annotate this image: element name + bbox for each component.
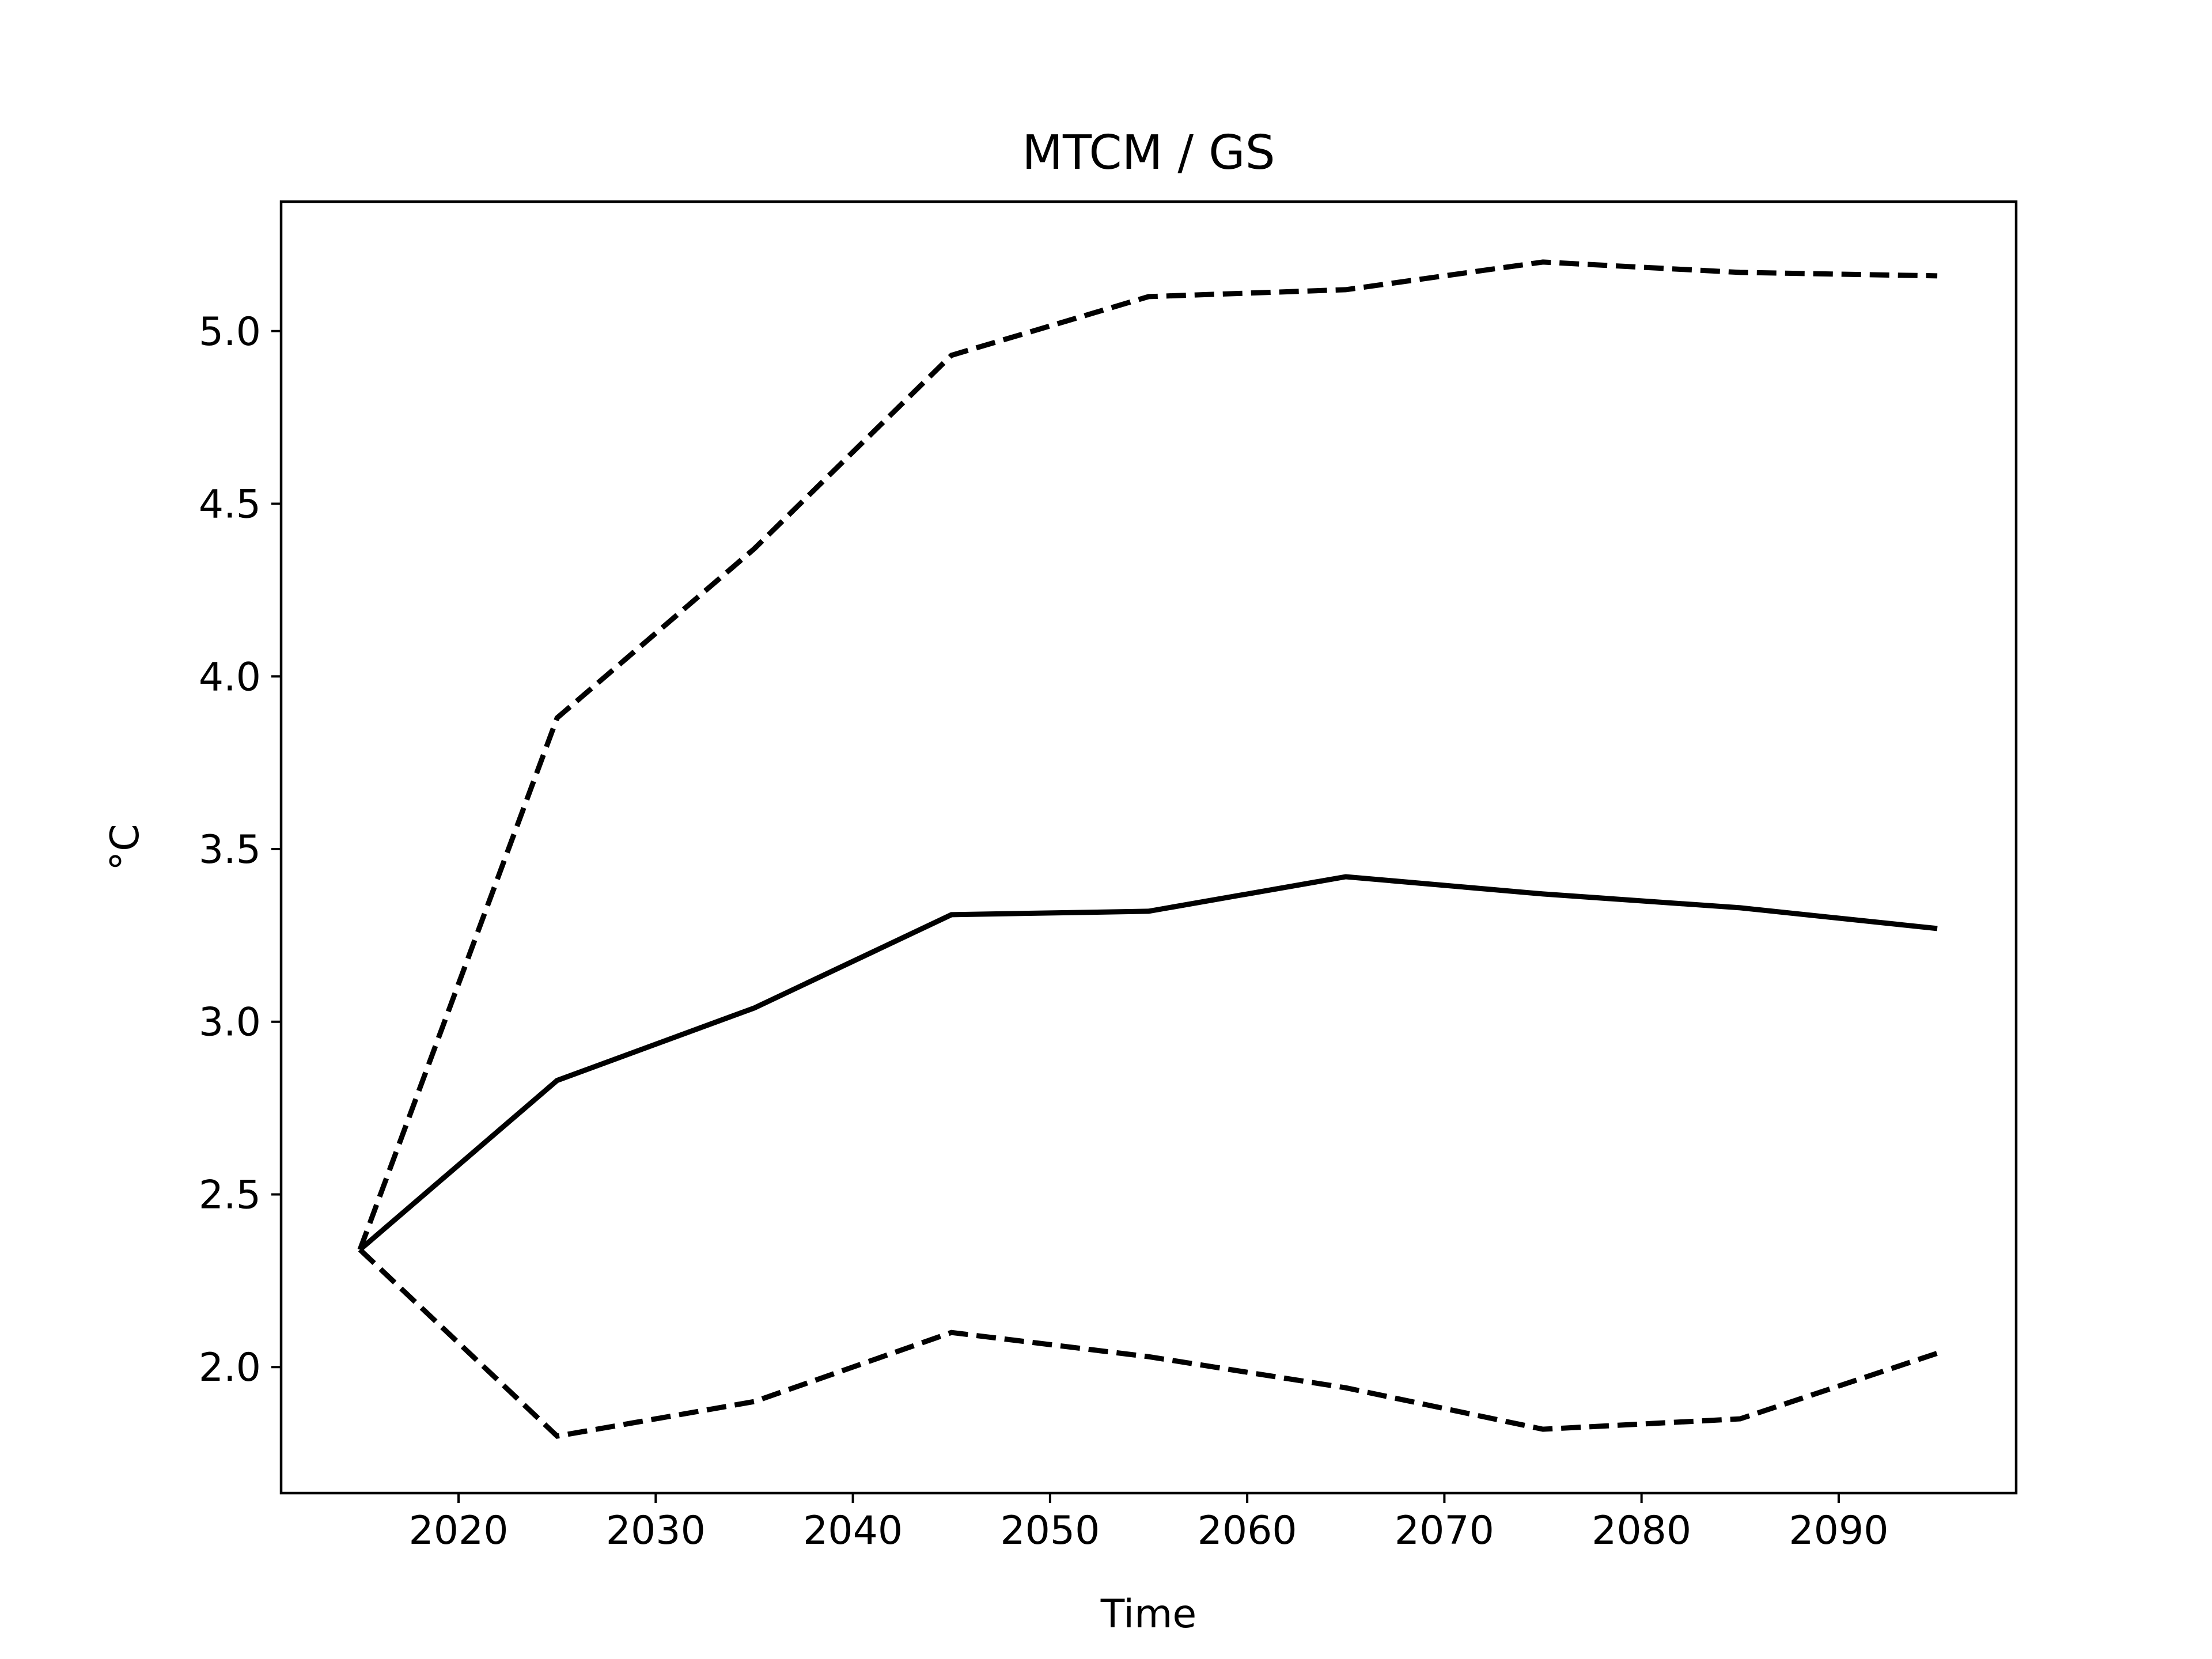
series-line-1 [358, 874, 1938, 1252]
y-axis-title: °C [103, 824, 148, 870]
y-tick-label: 4.5 [199, 482, 261, 528]
y-tick-label: 5.0 [199, 309, 261, 355]
y-tick-label: 3.0 [199, 1000, 261, 1046]
y-axis: 2.0 2.5 3.0 3.5 4.0 4.5 5.0 [199, 309, 281, 1391]
x-tick-label: 2090 [1789, 1508, 1888, 1554]
y-tick-label: 2.5 [199, 1172, 261, 1218]
x-tick-label: 2060 [1198, 1508, 1297, 1554]
plot-frame [279, 200, 2018, 1495]
series-line-3 [358, 1248, 1938, 1439]
x-axis-title: Time [1100, 1592, 1196, 1637]
chart-title: MTCM / GS [1022, 126, 1275, 180]
x-tick-label: 2080 [1592, 1508, 1691, 1554]
plot-area [357, 259, 1938, 1439]
x-tick-label: 2050 [1000, 1508, 1100, 1554]
x-tick-label: 2070 [1395, 1508, 1494, 1554]
y-tick-label: 3.5 [199, 827, 261, 873]
series-line-2 [357, 259, 1938, 1251]
x-axis: 2020 2030 2040 2050 2060 2070 2080 2090 [409, 1493, 1888, 1554]
x-tick-label: 2020 [409, 1508, 509, 1554]
y-tick-label: 2.0 [199, 1345, 261, 1391]
x-tick-label: 2030 [606, 1508, 706, 1554]
x-tick-label: 2040 [803, 1508, 903, 1554]
y-tick-label: 4.0 [199, 654, 261, 700]
